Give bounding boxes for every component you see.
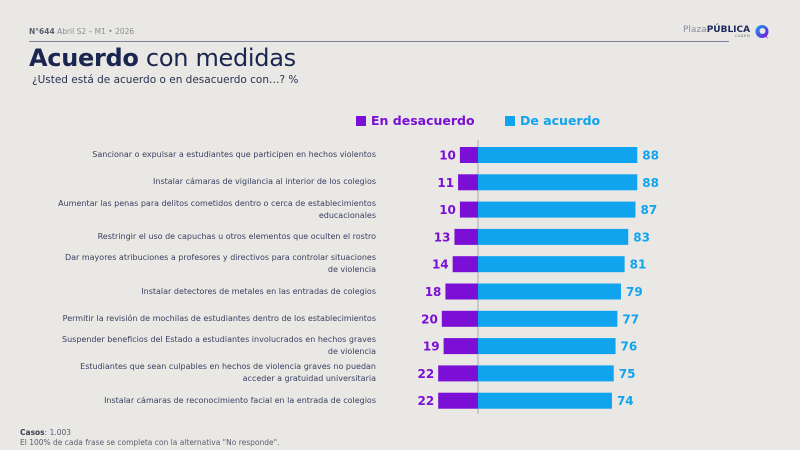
legend-label-agree: De acuerdo	[520, 113, 601, 128]
bar-agree	[478, 201, 636, 218]
category-label: Instalar cámaras de reconocimiento facia…	[104, 395, 376, 405]
cases-label: Casos	[20, 428, 45, 437]
category-label: Estudiantes que sean culpables en hechos…	[80, 362, 376, 384]
bar-agree	[478, 392, 612, 409]
category-label: Permitir la revisión de mochilas de estu…	[62, 313, 376, 323]
data-label-agree: 77	[622, 312, 639, 326]
legend-disagree: En desacuerdo	[356, 113, 475, 128]
footer-note: El 100% de cada frase se completa con la…	[20, 438, 280, 447]
issue-meta: N°644 Abril S2 – M1 • 2026	[29, 27, 134, 36]
logo-light: Plaza	[683, 24, 707, 35]
bar-disagree	[459, 201, 478, 218]
page-title: Acuerdo con medidas	[29, 44, 296, 72]
category-label: Aumentar las penas para delitos cometido…	[58, 198, 376, 220]
bar-disagree	[443, 338, 478, 355]
bar-disagree	[441, 310, 478, 327]
bar-agree	[478, 310, 618, 327]
data-label-disagree: 18	[425, 285, 442, 299]
data-label-agree: 74	[617, 394, 634, 408]
bar-disagree	[445, 283, 478, 300]
logo-sub: CADEM	[734, 33, 751, 38]
category-label: Restringir el uso de capuchas u otros el…	[97, 231, 376, 241]
legend-label-disagree: En desacuerdo	[371, 113, 475, 128]
bar-agree	[478, 174, 638, 191]
legend-swatch-disagree	[356, 115, 366, 126]
category-label: Dar mayores atribuciones a profesores y …	[64, 253, 376, 275]
bar-disagree	[458, 174, 478, 191]
data-label-agree: 81	[630, 258, 647, 272]
data-label-disagree: 13	[434, 230, 451, 244]
brand-logo: PlazaPÚBLICA CADEM	[683, 24, 770, 40]
category-label: Instalar cámaras de vigilancia al interi…	[153, 177, 376, 187]
bar-agree	[478, 365, 614, 382]
data-label-disagree: 20	[421, 312, 438, 326]
issue-period: Abril S2 – M1 • 2026	[57, 27, 135, 36]
header-divider	[29, 41, 729, 42]
data-label-agree: 88	[642, 176, 659, 190]
bar-disagree	[454, 228, 478, 245]
logo-bold: PÚBLICA	[706, 24, 751, 35]
bar-agree	[478, 147, 638, 163]
cases-value: : 1.003	[44, 428, 72, 437]
page-subtitle: ¿Usted está de acuerdo o en desacuerdo c…	[32, 74, 299, 86]
category-label: Instalar detectores de metales en las en…	[141, 286, 376, 296]
bar-disagree	[438, 365, 478, 382]
data-label-disagree: 22	[417, 394, 434, 408]
data-label-agree: 88	[642, 149, 659, 163]
data-label-agree: 87	[640, 203, 657, 217]
data-label-disagree: 10	[439, 149, 456, 163]
data-label-agree: 75	[619, 367, 636, 381]
category-label: Suspender beneficios del Estado a estudi…	[62, 335, 376, 357]
bar-disagree	[438, 392, 478, 409]
footer-notes: Casos: 1.003 El 100% de cada frase se co…	[20, 428, 279, 448]
legend-swatch-agree	[505, 115, 515, 126]
speech-bubble-logo-icon	[755, 25, 769, 39]
legend-agree: De acuerdo	[505, 113, 600, 128]
data-label-agree: 76	[621, 340, 638, 354]
bar-disagree	[452, 256, 478, 273]
data-label-disagree: 10	[439, 203, 456, 217]
title-rest: con medidas	[145, 44, 296, 72]
data-label-disagree: 22	[417, 367, 434, 381]
data-label-agree: 83	[633, 230, 650, 244]
data-label-disagree: 14	[432, 258, 449, 272]
bar-agree	[478, 338, 616, 355]
bar-disagree	[459, 147, 478, 163]
data-label-disagree: 11	[437, 176, 454, 190]
data-label-disagree: 19	[423, 340, 440, 354]
bar-agree	[478, 228, 629, 245]
category-label: Sancionar o expulsar a estudiantes que p…	[92, 150, 376, 159]
data-label-agree: 79	[626, 285, 643, 299]
issue-number: N°644	[29, 27, 55, 36]
bar-agree	[478, 256, 625, 273]
title-bold: Acuerdo	[29, 44, 139, 72]
bar-agree	[478, 283, 621, 300]
